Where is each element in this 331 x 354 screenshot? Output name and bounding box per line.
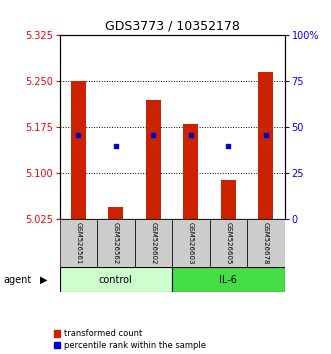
Text: GSM526602: GSM526602: [150, 222, 156, 264]
Text: GSM526678: GSM526678: [263, 222, 269, 265]
Bar: [172, 219, 210, 267]
Bar: [247, 219, 285, 267]
Text: IL-6: IL-6: [219, 275, 237, 285]
Text: GSM526562: GSM526562: [113, 222, 119, 264]
Text: GSM526561: GSM526561: [75, 222, 81, 264]
Bar: [210, 219, 247, 267]
Bar: [60, 267, 172, 292]
Bar: [183, 124, 198, 219]
Bar: [60, 219, 97, 267]
Text: control: control: [99, 275, 133, 285]
Title: GDS3773 / 10352178: GDS3773 / 10352178: [105, 20, 240, 33]
Bar: [146, 100, 161, 219]
Bar: [108, 207, 123, 219]
Text: GSM526603: GSM526603: [188, 222, 194, 265]
Bar: [172, 267, 285, 292]
Text: GSM526605: GSM526605: [225, 222, 231, 264]
Bar: [71, 81, 86, 219]
Legend: transformed count, percentile rank within the sample: transformed count, percentile rank withi…: [54, 329, 206, 350]
Bar: [97, 219, 135, 267]
Bar: [259, 72, 273, 219]
Bar: [221, 179, 236, 219]
Text: agent: agent: [3, 275, 31, 285]
Text: ▶: ▶: [40, 275, 47, 285]
Bar: [135, 219, 172, 267]
